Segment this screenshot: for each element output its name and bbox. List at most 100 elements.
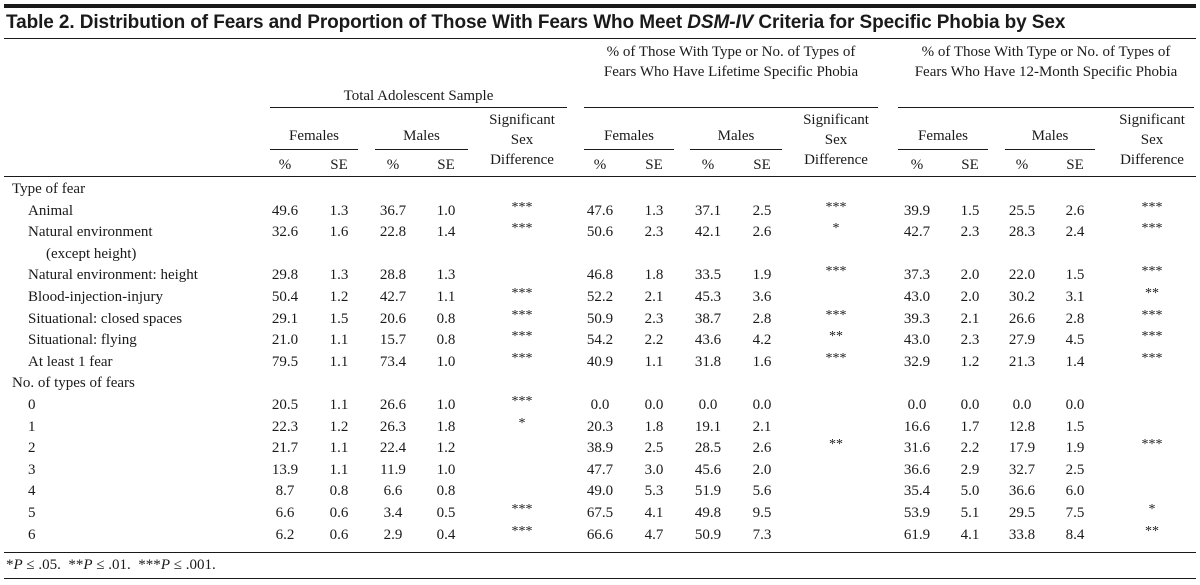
- table-cell: 0.0: [698, 397, 718, 413]
- footnote-part: P: [83, 557, 93, 573]
- table-cell: 12.8: [1008, 418, 1036, 435]
- title-rule: [4, 38, 1196, 39]
- table-cell: 1.0: [436, 353, 456, 370]
- table-cell: 29.5: [1008, 505, 1036, 521]
- table-cell: 54.2: [586, 332, 614, 349]
- table-cell: 1.1: [329, 353, 349, 370]
- sub-header-females: Females: [604, 128, 654, 144]
- table-cell: 16.6: [903, 418, 931, 435]
- table-cell: 21.0: [271, 332, 299, 349]
- significance-marker: **: [1145, 523, 1159, 539]
- table-cell: 45.3: [694, 289, 722, 305]
- table-cell: 0.8: [436, 483, 456, 500]
- table-cell: 1.5: [960, 202, 980, 219]
- table-cell: 1.3: [329, 267, 349, 284]
- sub-header-sig: Significant Sex Difference: [803, 112, 869, 168]
- significance-marker: **: [829, 329, 843, 345]
- table-cell: 37.1: [694, 202, 722, 219]
- table-cell: 2.1: [644, 289, 664, 305]
- col-header-se: SE: [753, 157, 771, 173]
- table-cell: 21.7: [271, 440, 299, 457]
- table-cell: 28.8: [379, 267, 407, 284]
- table-cell: 45.6: [694, 461, 722, 478]
- table-cell: 2.6: [752, 224, 772, 241]
- table-cell: 6.6: [383, 483, 403, 500]
- table-cell: 1.1: [329, 397, 349, 413]
- sub-rule: [1005, 149, 1095, 150]
- table-cell: 4.7: [644, 526, 664, 543]
- table-cell: 9.5: [752, 505, 772, 521]
- table-cell: 3.1: [1065, 289, 1085, 305]
- row-label: 4: [28, 483, 36, 500]
- body-end-rule: [4, 552, 1196, 553]
- table-cell: 2.0: [752, 461, 772, 478]
- table-cell: 0.0: [1012, 397, 1032, 413]
- table-cell: 40.9: [586, 353, 614, 370]
- table-cell: 4.1: [644, 505, 664, 521]
- footnote-part: ≤ .01. ***: [92, 557, 161, 573]
- table-cell: 31.8: [694, 353, 722, 370]
- col-header-pct: %: [278, 157, 292, 173]
- table-cell: 52.2: [586, 289, 614, 305]
- group-rule: [270, 107, 567, 108]
- significance-marker: *: [1148, 502, 1156, 517]
- table-cell: 50.6: [586, 224, 614, 241]
- table-cell: 3.0: [644, 461, 664, 478]
- table-cell: 1.3: [436, 267, 456, 284]
- table-cell: 0.0: [644, 397, 664, 413]
- table-cell: 31.6: [903, 440, 931, 457]
- sub-header-males: Males: [403, 128, 440, 144]
- table-cell: 26.3: [379, 418, 407, 435]
- row-label: 3: [28, 461, 36, 478]
- section-label: No. of types of fears: [12, 375, 135, 392]
- col-header-pct: %: [593, 157, 607, 173]
- table-cell: 0.0: [590, 397, 610, 413]
- col-header-pct: %: [1015, 157, 1029, 173]
- table-cell: 2.0: [960, 267, 980, 284]
- sub-header-males: Males: [717, 128, 755, 144]
- table-cell: 66.6: [586, 526, 614, 543]
- table-cell: 8.7: [275, 483, 295, 500]
- significance-marker: ***: [511, 523, 533, 539]
- table-title: Table 2. Distribution of Fears and Propo…: [6, 12, 1066, 33]
- group-header: Total Adolescent Sample: [343, 88, 494, 104]
- table-cell: 1.9: [752, 267, 772, 284]
- table-cell: 51.9: [694, 483, 722, 500]
- table-cell: 49.0: [586, 483, 614, 500]
- table-cell: 50.4: [271, 289, 299, 305]
- bottom-border: [4, 578, 1196, 579]
- table-cell: 30.2: [1008, 289, 1036, 305]
- section-label: Type of fear: [12, 181, 86, 197]
- significance-marker: ***: [1141, 350, 1163, 366]
- table-cell: 1.6: [329, 224, 349, 241]
- significance-marker: ***: [511, 307, 533, 323]
- table-cell: 49.8: [694, 505, 722, 521]
- table-cell: 27.9: [1008, 332, 1036, 349]
- significance-marker: ***: [511, 286, 533, 301]
- significance-marker: *: [832, 221, 840, 237]
- table-cell: 0.6: [329, 526, 349, 543]
- table-cell: 1.1: [436, 289, 456, 305]
- table-cell: 35.4: [903, 483, 931, 500]
- significance-marker: *: [518, 415, 526, 431]
- table-cell: 2.3: [644, 310, 664, 327]
- table-cell: 28.3: [1008, 224, 1036, 241]
- table-cell: 1.0: [436, 461, 456, 478]
- significance-marker: ***: [511, 221, 533, 237]
- table-cell: 0.8: [329, 483, 349, 500]
- table-cell: 37.3: [903, 267, 931, 284]
- row-label: Situational: flying: [28, 332, 137, 349]
- table-cell: 2.3: [644, 224, 664, 241]
- footnote-part: P: [160, 557, 170, 573]
- col-header-se: SE: [437, 157, 455, 173]
- row-label: Situational: closed spaces: [28, 310, 183, 327]
- table-cell: 0.5: [436, 505, 456, 521]
- table-cell: 3.6: [752, 289, 772, 305]
- sub-rule: [690, 149, 782, 150]
- table-cell: 28.5: [694, 440, 722, 457]
- significance-marker: ***: [511, 199, 533, 215]
- table-cell: 42.7: [903, 224, 931, 241]
- row-label: 0: [28, 397, 36, 413]
- sub-header-sig: Significant Sex Difference: [1119, 112, 1185, 168]
- footnote-part: ≤ .001.: [169, 557, 216, 573]
